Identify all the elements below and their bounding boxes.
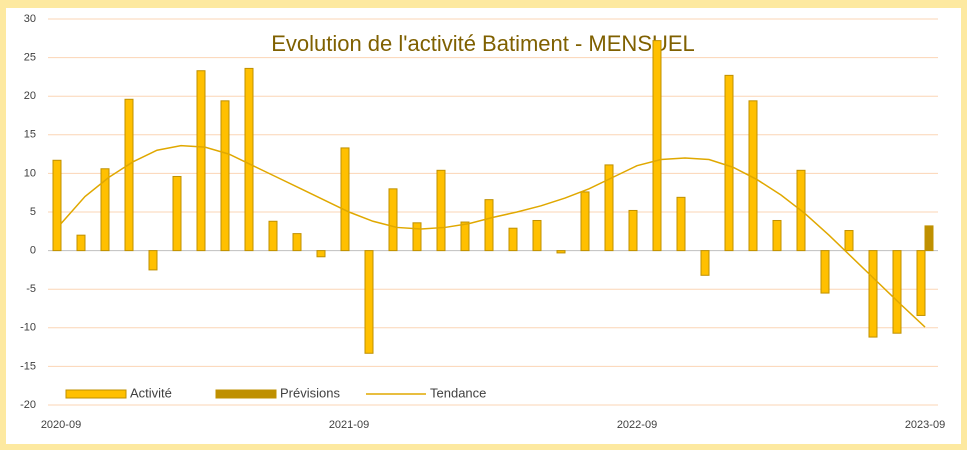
bar <box>268 220 278 252</box>
bar <box>868 250 878 338</box>
bar <box>172 175 182 252</box>
legend-swatch <box>215 389 277 399</box>
x-tick-label: 2023-09 <box>905 419 945 431</box>
y-tick-label: -10 <box>20 322 36 334</box>
bar <box>916 250 926 316</box>
bar <box>724 74 734 252</box>
legend-swatch <box>65 389 127 399</box>
bar <box>628 209 638 252</box>
bar <box>340 147 350 252</box>
bar <box>508 227 518 252</box>
y-tick-label: 0 <box>30 245 36 257</box>
bar <box>460 221 470 252</box>
bar <box>76 234 86 252</box>
bar <box>676 196 686 252</box>
x-tick-label: 2020-09 <box>41 419 81 431</box>
bar <box>924 225 934 252</box>
bar <box>364 250 374 354</box>
bar <box>580 191 590 252</box>
bar <box>532 219 542 252</box>
bar <box>412 222 422 252</box>
y-tick-label: 15 <box>24 129 36 141</box>
y-tick-label: -20 <box>20 399 36 411</box>
bar <box>100 168 110 252</box>
bar <box>220 100 230 252</box>
bar <box>700 250 710 276</box>
bar <box>652 40 662 252</box>
y-tick-label: 20 <box>24 90 36 102</box>
bar <box>124 98 134 252</box>
bar <box>388 188 398 252</box>
bar <box>556 250 566 254</box>
y-tick-label: 25 <box>24 52 36 64</box>
y-tick-label: -5 <box>26 283 36 295</box>
bar <box>196 70 206 252</box>
trend-line <box>60 144 926 328</box>
bar <box>316 250 326 258</box>
bar <box>820 250 830 294</box>
x-tick-label: 2021-09 <box>329 419 369 431</box>
y-tick-label: 10 <box>24 167 36 179</box>
x-tick-label: 2022-09 <box>617 419 657 431</box>
bar <box>244 67 254 252</box>
y-tick-label: -15 <box>20 360 36 372</box>
bar <box>436 169 446 252</box>
chart-title: Evolution de l'activité Batiment - MENSU… <box>271 31 695 56</box>
y-tick-label: 5 <box>30 206 36 218</box>
bar <box>772 219 782 252</box>
bar <box>604 164 614 252</box>
bar <box>892 250 902 334</box>
bar <box>292 233 302 252</box>
bar <box>484 199 494 252</box>
legend-label: Prévisions <box>280 385 340 400</box>
y-tick-label: 30 <box>24 13 36 25</box>
legend-label: Activité <box>130 385 172 400</box>
bar <box>148 250 158 271</box>
bar <box>844 230 854 252</box>
bar <box>52 159 62 252</box>
legend-label: Tendance <box>430 385 486 400</box>
